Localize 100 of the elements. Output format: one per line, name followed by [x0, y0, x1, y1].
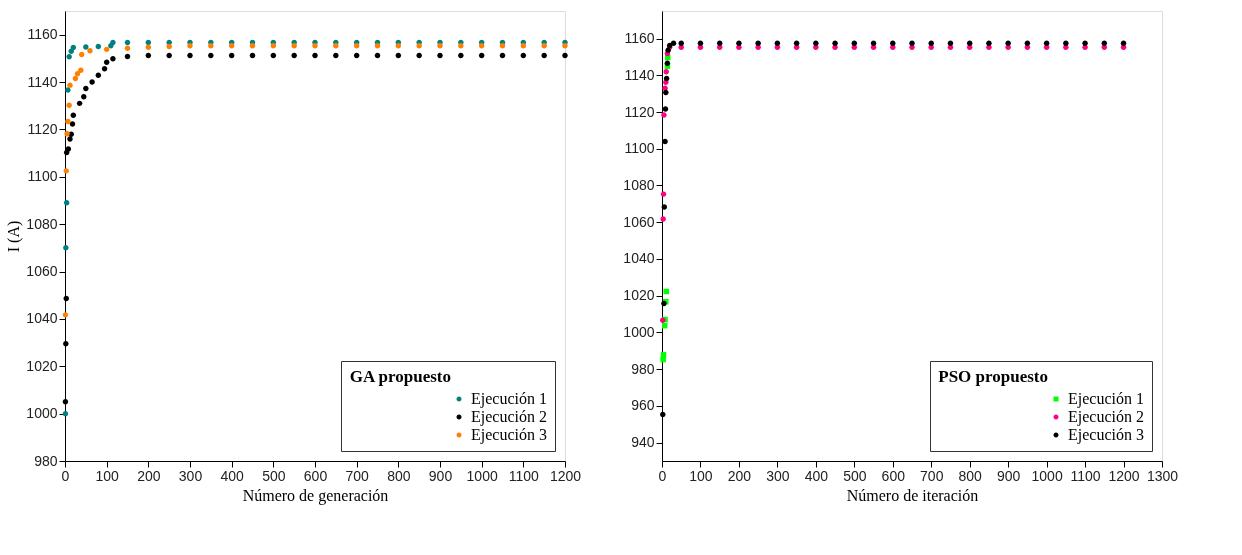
point: [76, 100, 83, 107]
x-tick-label: 600: [881, 467, 906, 484]
point: [101, 66, 108, 72]
point: [124, 45, 131, 51]
legend-label: Ejecución 2: [1068, 408, 1144, 426]
point: [660, 411, 666, 418]
x-tick-label: 100: [95, 467, 120, 484]
point: [499, 43, 506, 49]
point: [374, 43, 381, 49]
x-tick-label: 700: [920, 467, 944, 484]
y-tick-label: 1100: [27, 168, 58, 185]
point: [870, 40, 877, 47]
point: [437, 52, 443, 59]
point: [63, 200, 70, 206]
point: [670, 40, 677, 47]
y-tick-label: 1000: [26, 405, 58, 422]
y-tick-label: 1160: [624, 30, 655, 47]
point: [249, 43, 256, 49]
x-tick-label: 800: [387, 467, 411, 484]
point: [103, 46, 110, 53]
point: [966, 40, 973, 47]
legend-label: Ejecución 3: [471, 426, 547, 444]
x-tick-label: 700: [345, 467, 370, 484]
y-tick-label: 1160: [27, 26, 58, 43]
y-tick-label: 960: [631, 397, 655, 414]
point: [416, 52, 422, 59]
x-tick-label: 1200: [1108, 467, 1140, 484]
x-tick-label: 1300: [1146, 467, 1179, 484]
point: [83, 85, 89, 92]
point: [1120, 40, 1127, 47]
point: [660, 352, 667, 358]
point: [63, 295, 69, 302]
y-tick-label: 1100: [624, 140, 655, 157]
y-tick-label: 1120: [624, 103, 655, 120]
y-tick-label: 1060: [26, 263, 58, 280]
point: [663, 89, 669, 96]
point: [208, 52, 214, 59]
point: [793, 40, 800, 47]
x-tick-label: 900: [428, 467, 453, 484]
x-axis-title: Número de generación: [242, 486, 389, 505]
y-tick-label: 1020: [623, 287, 655, 304]
y-tick-label: 1060: [623, 213, 655, 230]
x-tick-label: 1000: [466, 467, 498, 484]
x-tick-label: 100: [689, 467, 713, 484]
y-axis-title: I (A): [5, 220, 24, 253]
point: [774, 40, 781, 47]
x-tick-label: 500: [843, 467, 867, 484]
legend-label: Ejecución 2: [471, 408, 547, 426]
point: [851, 40, 858, 47]
x-tick-label: 1200: [549, 467, 582, 484]
legend-title: PSO propuesto: [938, 367, 1048, 386]
point: [291, 52, 297, 59]
point: [187, 52, 193, 59]
x-tick-label: 0: [61, 467, 70, 484]
y-tick-label: 940: [631, 434, 655, 451]
x-tick-label: 400: [804, 467, 829, 484]
x-tick-label: 200: [727, 467, 752, 484]
y-tick-label: 1080: [26, 215, 58, 232]
point: [74, 71, 81, 77]
y-tick-label: 1140: [624, 66, 655, 83]
x-tick-label: 0: [658, 467, 667, 484]
point: [458, 52, 464, 59]
legend-label: Ejecución 1: [471, 390, 547, 408]
y-tick-label: 980: [34, 452, 58, 469]
point: [312, 52, 318, 59]
point: [110, 39, 116, 46]
x-tick-label: 1100: [1070, 467, 1101, 484]
x-axis-title: Número de iteración: [846, 486, 979, 504]
y-tick-label: 1000: [623, 323, 655, 340]
point: [947, 40, 954, 47]
x-tick-label: 900: [996, 467, 1021, 484]
legend-label: Ejecución 3: [1068, 426, 1144, 444]
y-tick-label: 980: [631, 360, 655, 377]
point: [1043, 40, 1050, 47]
point: [663, 288, 669, 295]
y-tick-label: 1080: [623, 176, 655, 193]
x-tick-label: 800: [958, 467, 983, 484]
legend-label: Ejecución 1: [1068, 390, 1144, 408]
x-tick-label: 1000: [1031, 467, 1063, 484]
x-tick-label: 600: [303, 467, 328, 484]
x-tick-label: 200: [137, 467, 161, 484]
y-tick-label: 1040: [26, 310, 58, 327]
point: [333, 52, 339, 59]
x-tick-label: 300: [766, 467, 790, 484]
x-tick-label: 500: [262, 467, 286, 484]
point: [69, 121, 76, 127]
point: [103, 59, 110, 65]
point: [716, 40, 723, 47]
point: [890, 40, 896, 47]
point: [62, 312, 69, 318]
point: [166, 43, 172, 50]
point: [663, 75, 670, 82]
point: [697, 40, 704, 47]
y-tick-label: 1040: [623, 250, 655, 267]
y-tick-label: 1120: [27, 120, 58, 137]
point: [1024, 40, 1031, 47]
point: [562, 52, 568, 59]
y-tick-label: 1020: [26, 357, 58, 374]
x-tick-label: 400: [220, 467, 245, 484]
y-tick-label: 1140: [27, 73, 58, 90]
